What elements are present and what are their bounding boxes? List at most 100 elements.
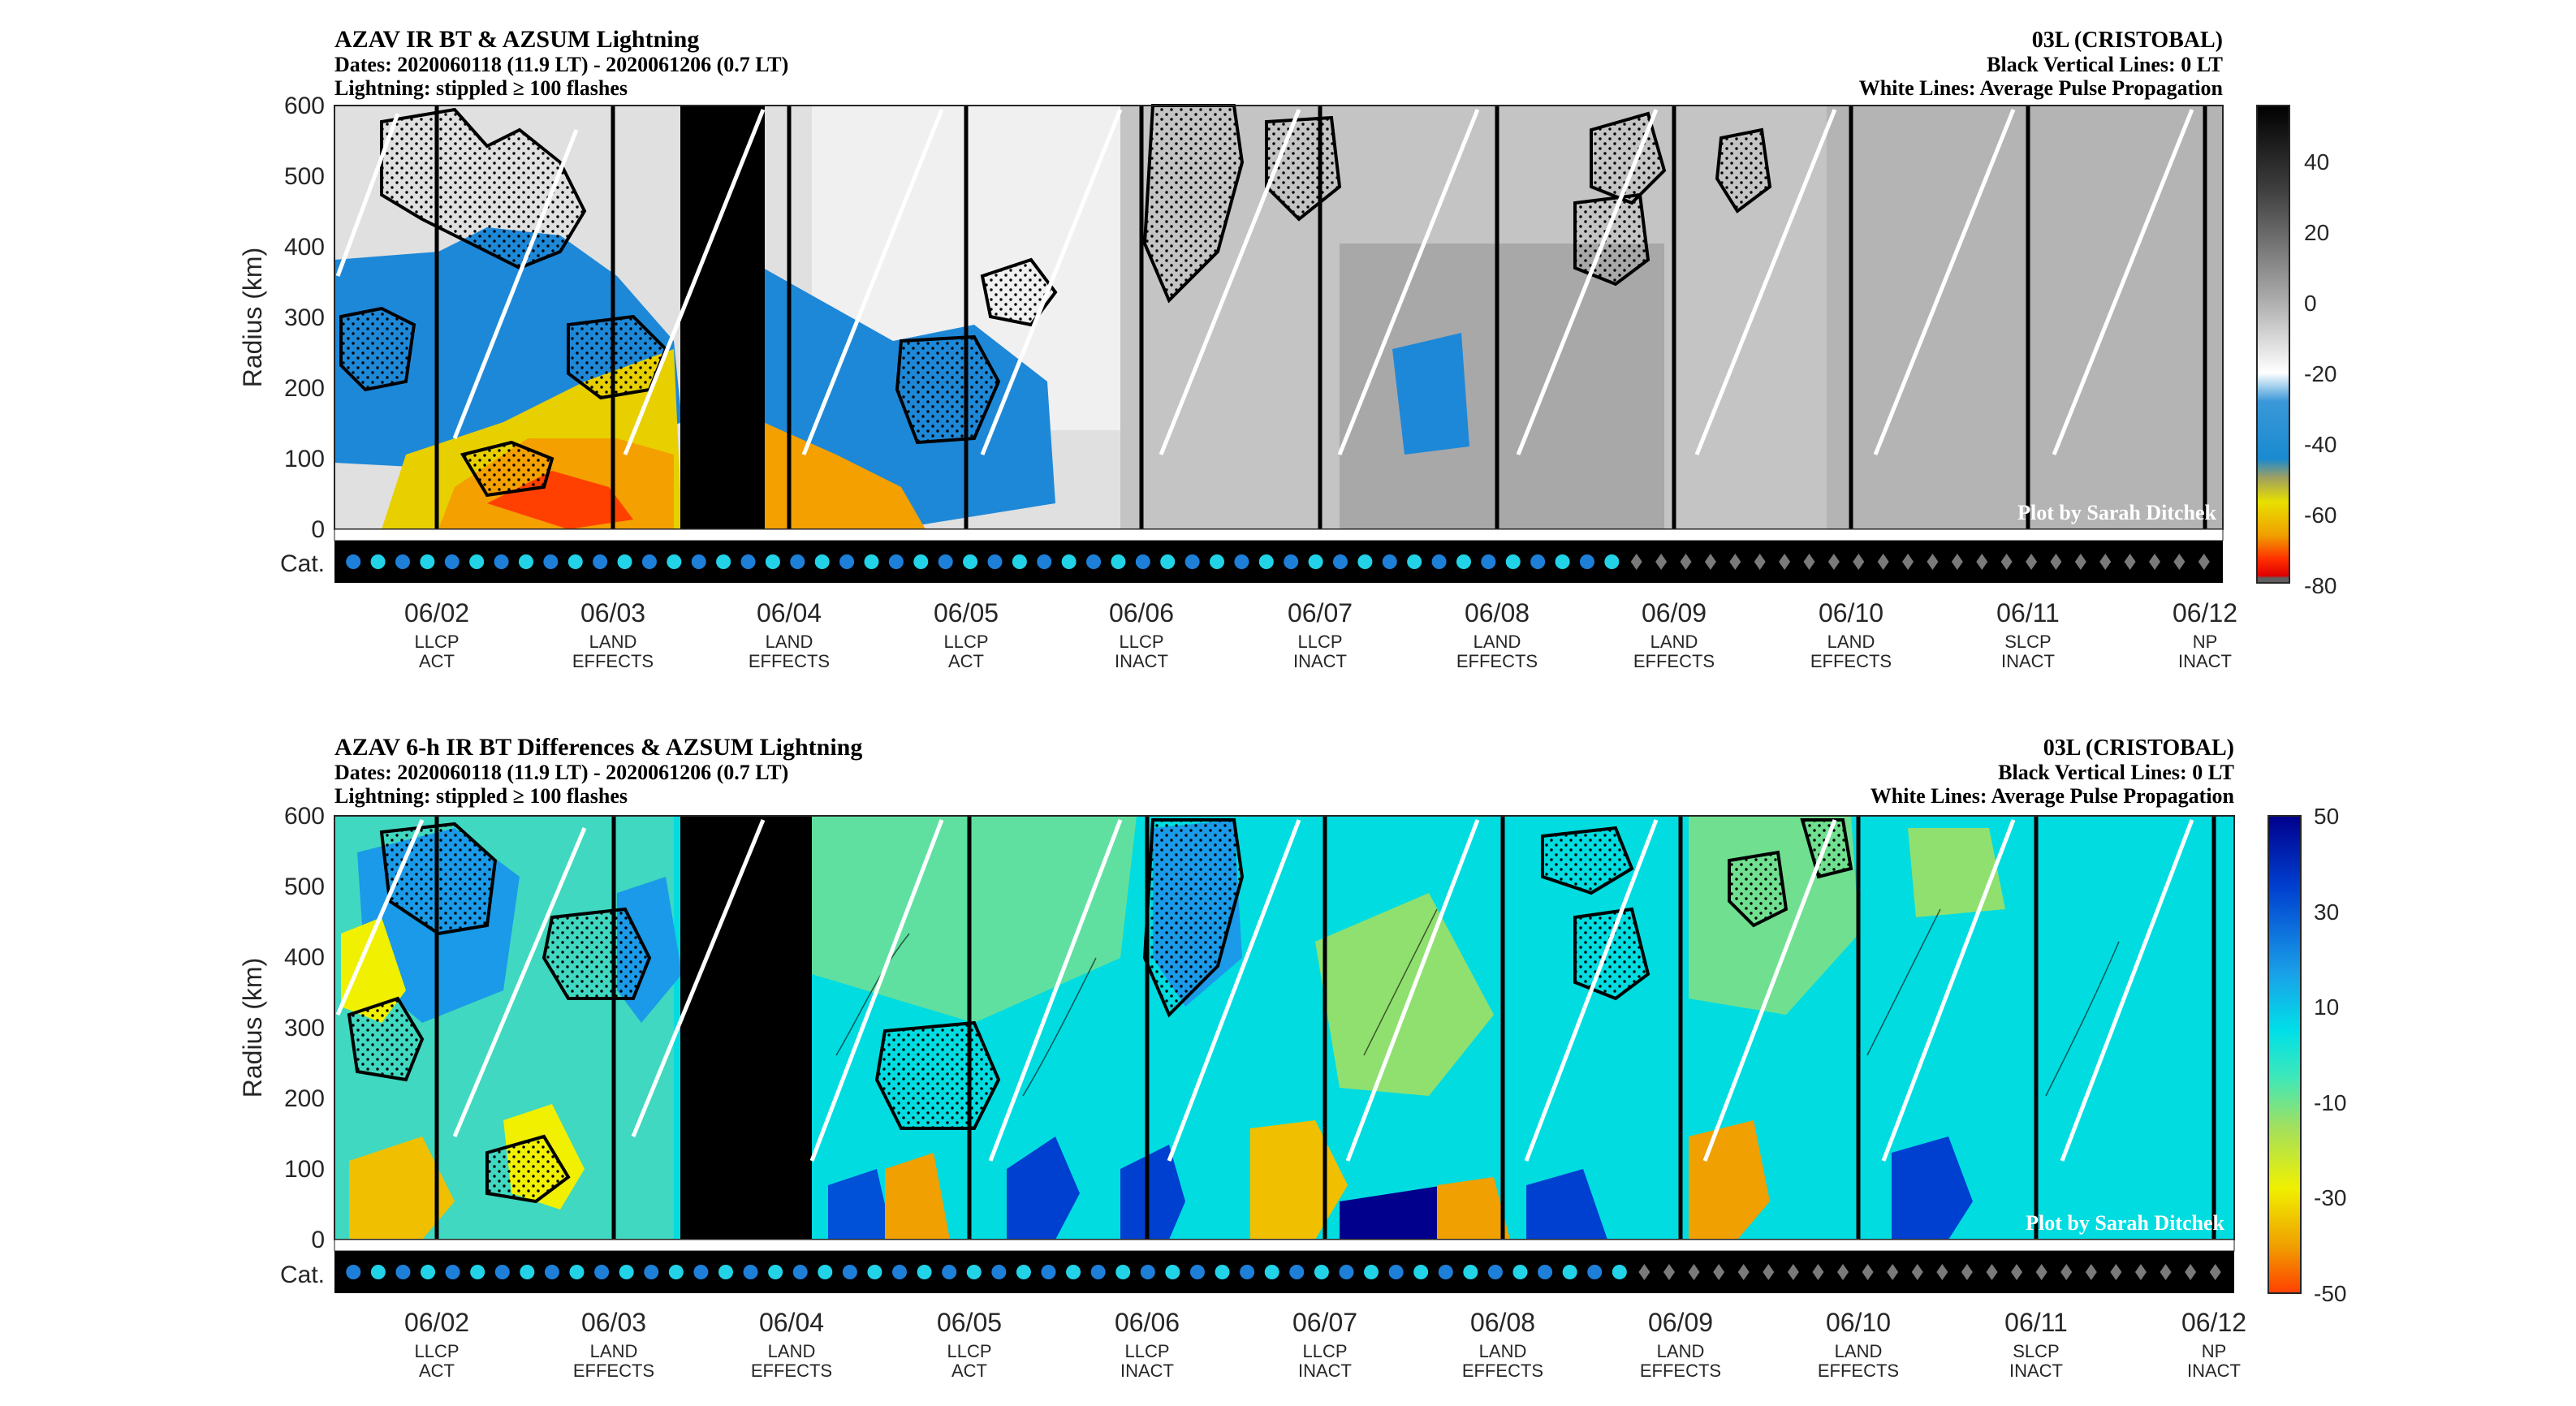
panel2-cat-circle — [1264, 1265, 1279, 1279]
panel1-cat-circle — [370, 554, 386, 569]
panel2-xtick-date: 06/02 — [404, 1308, 469, 1337]
panel1-pulse-line — [1873, 109, 2016, 455]
panel1-y-axis: 0 100 200 300 400 500 600 — [284, 93, 325, 543]
panel1-cat-circle — [839, 554, 855, 569]
panel2-cat-circle — [1413, 1265, 1429, 1279]
panel1-cat-circle — [1456, 554, 1471, 569]
panel2-pulse-line — [1702, 819, 1837, 1162]
panel2-title: AZAV 6-h IR BT Differences & AZSUM Light… — [334, 734, 862, 761]
panel2-cat-circle — [1090, 1265, 1106, 1279]
panel1-ytick: 400 — [284, 234, 325, 261]
panel2-cat-circle — [1289, 1265, 1305, 1279]
panel1-cat-circle — [1061, 554, 1077, 569]
panel1-cat-circle — [1135, 554, 1150, 569]
panel2-contour — [2045, 941, 2120, 1097]
panel1-cat-circle — [1332, 554, 1348, 569]
top-panel: AZAV IR BT & AZSUM Lightning Dates: 2020… — [238, 26, 2337, 671]
panel1-cat-circle — [1579, 554, 1594, 569]
panel2-cat-circle — [1562, 1265, 1577, 1279]
panel1-cat-circle — [864, 554, 879, 569]
panel1-xtick-state: INACT — [2178, 651, 2232, 671]
panel2-xtick-phase: SLCP — [2013, 1341, 2059, 1361]
panel2-colorbar-ticks: 50 30 10 -10 -30 -50 — [2314, 804, 2346, 1306]
panel2-cat-circle — [768, 1265, 783, 1279]
panel1-xtick-state: INACT — [1115, 651, 1168, 671]
panel2-cbar-tick: 30 — [2314, 899, 2339, 925]
panel1-xtick-phase: LAND — [589, 632, 637, 652]
panel1-xtick-date: 06/07 — [1288, 598, 1353, 628]
panel2-white-note: White Lines: Average Pulse Propagation — [1871, 784, 2235, 808]
panel1-cat-diamond — [1951, 554, 1963, 570]
panel2-cat-circle — [594, 1265, 610, 1279]
panel2-cat-circle — [569, 1265, 585, 1279]
panel2-xtick-state: ACT — [951, 1361, 987, 1381]
panel2-cat-diamond — [2160, 1264, 2172, 1280]
panel1-cat-circle — [1555, 554, 1570, 569]
panel2-cat-circle — [1240, 1265, 1255, 1279]
panel2-cat-diamond — [1787, 1264, 1799, 1280]
panel1-xtick-state: EFFECTS — [572, 651, 654, 671]
panel2-vertical-note: Black Vertical Lines: 0 LT — [1998, 761, 2234, 784]
panel2-diff-region — [1437, 1177, 1510, 1240]
panel1-cat-circle — [913, 554, 929, 569]
panel2-xtick-phase: LAND — [1657, 1341, 1705, 1361]
panel1-white-strip — [334, 528, 2224, 541]
panel1-ytick: 300 — [284, 304, 325, 331]
panel2-cat-circle — [470, 1265, 485, 1279]
panel2-cat-circle — [743, 1265, 758, 1279]
panel1-cat-circle — [1604, 554, 1620, 569]
panel1-xtick-state: ACT — [948, 651, 984, 671]
panel2-cat-circle — [1587, 1265, 1603, 1279]
panel2-lightning-note: Lightning: stippled ≥ 100 flashes — [334, 784, 628, 808]
panel2-white-strip — [334, 1239, 2235, 1252]
panel1-cat-diamond — [1902, 554, 1914, 570]
panel1-xtick-phase: LAND — [1650, 632, 1698, 652]
panel2-cat-circle — [1364, 1265, 1379, 1279]
panel2-xtick-phase: LAND — [590, 1341, 638, 1361]
panel1-ytick: 600 — [284, 93, 325, 119]
panel2-cat-circle — [1140, 1265, 1155, 1279]
panel2-ytick: 500 — [284, 873, 325, 900]
panel1-credit: Plot by Sarah Ditchek — [2017, 501, 2216, 524]
panel1-xtick-phase: LAND — [1474, 632, 1521, 652]
panel2-cat-circle — [370, 1265, 386, 1279]
panel2-cat-circle — [1388, 1265, 1404, 1279]
panel2-cat-circle — [1016, 1265, 1031, 1279]
panel1-cat-diamond — [1803, 554, 1815, 570]
panel2-y-axis: 0 100 200 300 400 500 600 — [284, 803, 325, 1253]
panel1-xtick-date: 06/09 — [1642, 598, 1707, 628]
panel1-cat-circle — [420, 554, 435, 569]
panel1-cat-circle — [1308, 554, 1323, 569]
panel2-xtick-phase: LAND — [768, 1341, 816, 1361]
panel2-pulse-line — [809, 819, 944, 1162]
panel2-x-axis: 06/02LLCPACT06/03LANDEFFECTS06/04LANDEFF… — [404, 1308, 2246, 1381]
panel2-xtick-date: 06/05 — [937, 1308, 1002, 1337]
panel1-cat-circle — [1210, 554, 1225, 569]
panel2-cat-circle — [619, 1265, 634, 1279]
panel2-xtick-state: EFFECTS — [1640, 1361, 1721, 1381]
panel2-cat-diamond — [1961, 1264, 1973, 1280]
panel2-cat-diamond — [1911, 1264, 1923, 1280]
panel2-xtick-state: ACT — [419, 1361, 455, 1381]
panel2-cat-circle — [693, 1265, 709, 1279]
panel1-cat-circle — [1284, 554, 1299, 569]
panel2-cat-circle — [668, 1265, 684, 1279]
panel2-cat-circle — [966, 1265, 982, 1279]
panel1-cat-circle — [1431, 554, 1447, 569]
panel2-diff-region — [1120, 1145, 1185, 1240]
panel2-contour — [1363, 908, 1438, 1056]
panel1-cat-circle — [938, 554, 953, 569]
panel2-cat-diamond — [1986, 1264, 1998, 1280]
panel2-cbar-tick: 50 — [2314, 804, 2339, 829]
panel1-cat-circle — [716, 554, 731, 569]
panel1-cat-circle — [765, 554, 780, 569]
panel2-ytick: 0 — [311, 1227, 325, 1253]
panel1-cat-diamond — [2198, 554, 2210, 570]
panel2-cat-circle — [942, 1265, 957, 1279]
panel1-xtick-date: 06/08 — [1465, 598, 1530, 628]
panel2-cat-circle — [917, 1265, 932, 1279]
panel2-cat-circle — [1463, 1265, 1478, 1279]
panel2-lightning-stipple — [1800, 818, 1853, 879]
panel2-diff-region — [885, 1153, 950, 1240]
panel2-cat-diamond — [1688, 1264, 1700, 1280]
